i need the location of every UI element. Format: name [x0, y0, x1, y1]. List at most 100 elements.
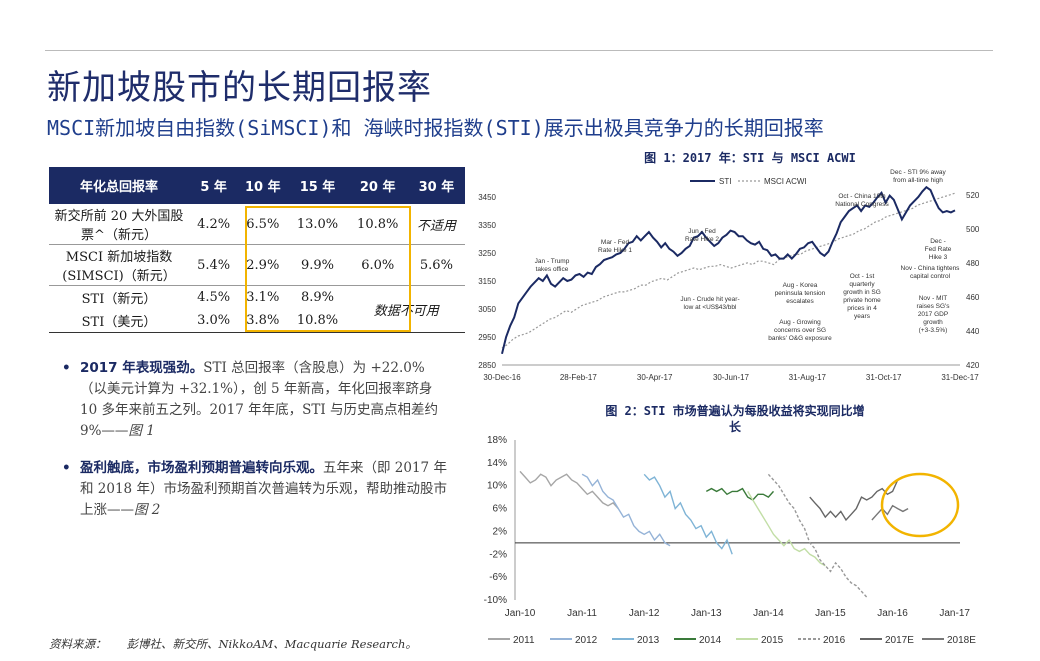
- table-cell: 3.8%: [238, 309, 288, 333]
- series-line-2014: [705, 487, 775, 501]
- x-tick-label: 31-Dec-17: [941, 373, 979, 382]
- y-tick-label: 18%: [487, 435, 507, 446]
- chart-annotation: Nov - MIT raises SG's 2017 GDP growth (+3-3.…: [916, 295, 950, 334]
- table-cell: 9.9%: [287, 244, 348, 286]
- y-left-tick-label: 2950: [478, 333, 496, 342]
- x-tick-label: 30-Dec-16: [483, 373, 521, 382]
- chart2-title: 图 2：STI 市场普遍认为每股收益将实现同比增长: [605, 404, 865, 434]
- table-row: STI（美元） 3.0% 3.8% 10.8%: [49, 309, 465, 333]
- legend-label: 2013: [637, 635, 660, 646]
- x-tick-label: 30-Jun-17: [713, 373, 750, 382]
- series-line-2013: [643, 473, 733, 555]
- bullet-item: • 2017 年表现强劲。STI 总回报率（含股息）为 +22.0%（以美元计算…: [60, 358, 448, 442]
- row-label: STI（新元）: [81, 292, 157, 307]
- bullet-ref: 图 1: [128, 423, 155, 439]
- top-divider: [45, 50, 993, 51]
- table-header: 5 年: [189, 167, 239, 204]
- x-tick-label: Jan-10: [505, 608, 536, 619]
- chart-annotation: Aug - Growing concerns over SG banks' O&G …: [768, 319, 832, 342]
- chart2: 18% 14% 10% 6% 2% -2% -6% -10% Jan-10 Jan-11 Jan-1…: [484, 435, 977, 646]
- source-note: 资料来源： 彭博社、新交所、NikkoAM、Macquarie Research。: [49, 636, 417, 652]
- y-left-tick-label: 3150: [478, 277, 496, 286]
- chart-annotation: Jun - Fed Rate Hike 2: [685, 228, 719, 243]
- table-header: 15 年: [287, 167, 348, 204]
- y-right-tick-label: 460: [966, 293, 980, 302]
- x-tick-label: 30-Apr-17: [637, 373, 673, 382]
- x-tick-label: 31-Aug-17: [789, 373, 827, 382]
- table-cell: 13.0%: [287, 204, 348, 245]
- y-tick-label: 2%: [493, 526, 508, 537]
- table-header: 20 年: [347, 167, 408, 204]
- legend-label: 2016: [823, 635, 846, 646]
- table-cell: 6.0%: [347, 244, 408, 286]
- y-right-tick-label: 480: [966, 259, 980, 268]
- series-line-acwi: [501, 192, 956, 349]
- legend-label: 2015: [761, 635, 784, 646]
- series-line-2016: [767, 473, 868, 598]
- x-tick-label: Jan-13: [691, 608, 722, 619]
- chart1: 2850 2950 3050 3150 3250 3350 3450 420 440 460 480…: [478, 169, 980, 382]
- y-tick-label: 10%: [487, 481, 507, 492]
- page-subtitle: MSCI新加坡自由指数(SiMSCI)和 海峡时报指数(STI)展示出极具竞争力…: [47, 116, 824, 140]
- series-line-sti: [501, 185, 956, 355]
- bullet-dot-icon: •: [62, 360, 71, 376]
- table-cell: 10.8%: [347, 204, 408, 245]
- y-tick-label: -6%: [489, 572, 507, 583]
- bullet-text: 五年来（即 2017 年和 2018 年）市场盈利预期首次普遍转为乐观，帮助推动…: [80, 460, 447, 518]
- table-cell: 3.0%: [189, 309, 239, 333]
- y-tick-label: -10%: [484, 595, 507, 606]
- y-tick-label: -2%: [489, 549, 507, 560]
- legend-label: 2018E: [947, 635, 976, 646]
- y-right-tick-label: 520: [966, 191, 980, 200]
- chart-annotation: Dec - STI 9% away from all-time high: [890, 169, 946, 184]
- row-label: STI（美元）: [49, 309, 189, 333]
- legend-label: 2017E: [885, 635, 914, 646]
- y-left-tick-label: 3350: [478, 221, 496, 230]
- table-cell: 8.9%: [300, 290, 335, 305]
- legend-label: 2012: [575, 635, 598, 646]
- table-cell: 5.6%: [407, 244, 465, 286]
- x-tick-label: Jan-11: [567, 608, 597, 619]
- series-line-2012: [581, 473, 671, 547]
- bullet-dot-icon: •: [62, 460, 71, 476]
- highlight-ellipse: [880, 472, 960, 538]
- series-line-2017E: [809, 479, 899, 522]
- x-tick-label: Jan-15: [815, 608, 846, 619]
- table-cell: 4.5%: [197, 290, 231, 305]
- y-tick-label: 14%: [487, 458, 507, 469]
- table-cell: 3.1%: [246, 290, 280, 305]
- x-tick-label: Jan-14: [753, 608, 784, 619]
- y-left-tick-label: 3250: [478, 249, 496, 258]
- chart-annotation: Oct - China 19th National Congress: [835, 193, 889, 208]
- table-row: MSCI 新加坡指数(SIMSCI)（新元） 5.4% 2.9% 9.9% 6.…: [49, 244, 465, 286]
- series-line-2015: [747, 491, 826, 567]
- table-cell: 10.8%: [287, 309, 348, 333]
- bullet-item: • 盈利触底，市场盈利预期普遍转向乐观。五年来（即 2017 年和 2018 年…: [60, 458, 448, 521]
- legend-label-sti: STI: [719, 177, 731, 186]
- table-header-row: 年化总回报率 5 年 10 年 15 年 20 年 30 年: [49, 167, 465, 204]
- y-tick-label: 6%: [493, 504, 508, 515]
- bullet-text: STI 总回报率（含股息）为 +22.0%（以美元计算为 +32.1%），创 5…: [80, 360, 438, 439]
- row-label: MSCI 新加坡指数(SIMSCI)（新元）: [49, 244, 189, 286]
- chart-annotation: Mar - Fed Rate Hike 1: [598, 239, 632, 254]
- table-header: 30 年: [407, 167, 465, 204]
- bullet-heading: 2017 年表现强劲。: [80, 360, 204, 376]
- chart-annotation: Oct - 1st quarterly growth in SG private ho…: [843, 273, 881, 320]
- x-tick-label: 31-Oct-17: [866, 373, 902, 382]
- series-line-2018E: [871, 504, 909, 521]
- table-header: 年化总回报率: [49, 167, 189, 204]
- row-label: 新交所前 20 大外国股票^（新元）: [49, 204, 189, 245]
- table-row: STI（新元） 4.5% 3.1% 8.9% 数据不可用: [49, 285, 465, 333]
- x-tick-label: Jan-12: [629, 608, 660, 619]
- returns-table: 年化总回报率 5 年 10 年 15 年 20 年 30 年 新交所前 20 大…: [49, 167, 465, 333]
- bullet-ref: 图 2: [134, 502, 161, 518]
- y-right-tick-label: 420: [966, 361, 980, 370]
- bullet-heading: 盈利触底，市场盈利预期普遍转向乐观。: [80, 460, 323, 476]
- page-title: 新加坡股市的长期回报率: [47, 68, 432, 108]
- chart-annotation: Nov - China tightens capital control: [901, 265, 961, 280]
- y-right-tick-label: 440: [966, 327, 980, 336]
- chart-annotation: Aug - Korea peninsula tension escalates: [775, 282, 826, 305]
- chart-annotation: Jun - Crude hit year-low at <US$43/bbl: [680, 296, 739, 311]
- y-right-tick-label: 500: [966, 225, 980, 234]
- table-cell: 4.2%: [189, 204, 239, 245]
